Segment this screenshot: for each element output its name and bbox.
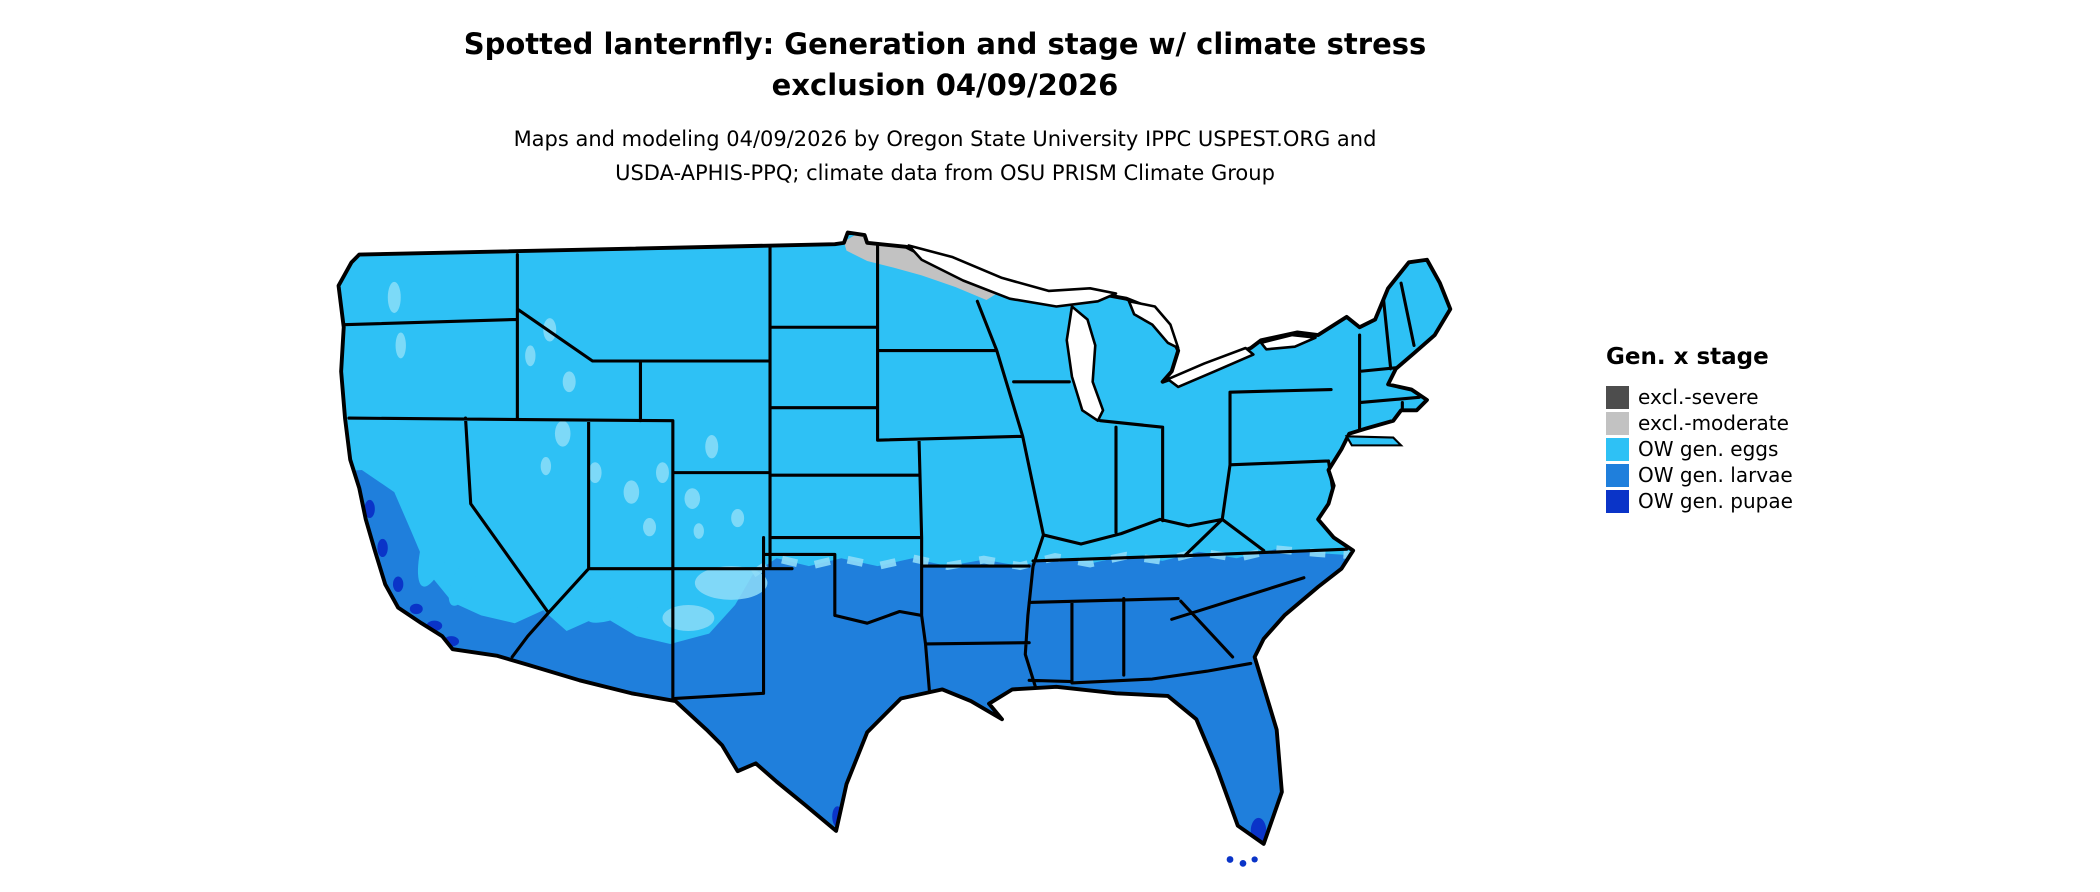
legend-swatch-ow-pupae xyxy=(1606,489,1629,513)
lake-huron xyxy=(1127,299,1180,350)
mountain-speckles xyxy=(387,281,745,539)
legend-label-excl-severe: excl.-severe xyxy=(1638,385,1759,409)
page-subtitle: Maps and modeling 04/09/2026 by Oregon S… xyxy=(0,122,1890,190)
legend-item-excl-moderate: excl.-moderate xyxy=(1606,410,1886,436)
pale-patch-west-texas xyxy=(694,566,768,600)
lake-superior xyxy=(907,244,1118,308)
lake-ontario xyxy=(1259,333,1317,351)
legend-label-ow-eggs: OW gen. eggs xyxy=(1638,437,1779,461)
legend-swatch-ow-larvae xyxy=(1606,463,1629,487)
page-title-line1: Spotted lanternfly: Generation and stage… xyxy=(463,27,1427,61)
page-title-line2: exclusion 04/09/2026 xyxy=(771,68,1119,102)
sierra-eggs-patch-south xyxy=(448,557,478,606)
region-excl-moderate-minnesota xyxy=(843,232,997,300)
page-subtitle-line1: Maps and modeling 04/09/2026 by Oregon S… xyxy=(513,127,1377,151)
page-subtitle-line2: USDA-APHIS-PPQ; climate data from OSU PR… xyxy=(615,161,1275,185)
legend-item-excl-severe: excl.-severe xyxy=(1606,384,1886,410)
legend-swatch-excl-moderate xyxy=(1606,411,1629,435)
us-map-svg xyxy=(336,230,1453,867)
legend-swatch-ow-eggs xyxy=(1606,437,1629,461)
pale-patch-new-mexico xyxy=(662,605,715,631)
lake-erie xyxy=(1166,346,1255,389)
legend-item-ow-larvae: OW gen. larvae xyxy=(1606,462,1886,488)
legend-label-excl-moderate: excl.-moderate xyxy=(1638,411,1789,435)
florida-keys-pupae xyxy=(1226,856,1258,867)
sierra-eggs-patch xyxy=(417,467,467,587)
legend-label-ow-pupae: OW gen. pupae xyxy=(1638,489,1793,513)
page-title: Spotted lanternfly: Generation and stage… xyxy=(0,24,1890,106)
long-island xyxy=(1344,435,1404,447)
legend-item-ow-eggs: OW gen. eggs xyxy=(1606,436,1886,462)
lake-michigan xyxy=(1065,305,1105,423)
legend-swatch-excl-severe xyxy=(1606,385,1629,409)
legend-title: Gen. x stage xyxy=(1606,344,1769,370)
arizona-highlands-patch xyxy=(586,592,645,623)
us-map xyxy=(323,226,1541,888)
map-legend: Gen. x stage excl.-severe excl.-moderate… xyxy=(1606,344,1886,514)
legend-item-ow-pupae: OW gen. pupae xyxy=(1606,488,1886,514)
us-outline xyxy=(336,230,1453,846)
legend-label-ow-larvae: OW gen. larvae xyxy=(1638,463,1793,487)
